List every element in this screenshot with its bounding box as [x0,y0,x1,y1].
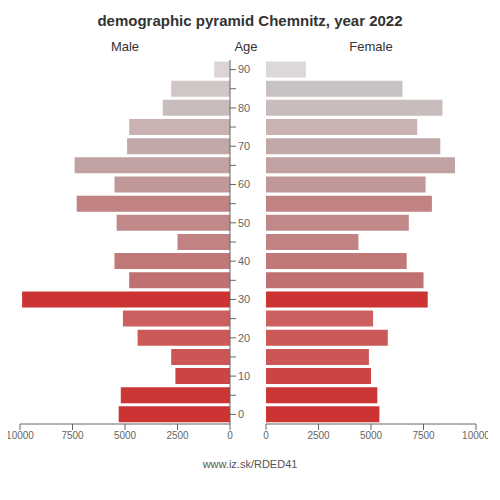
svg-text:10: 10 [238,370,250,382]
svg-text:90: 90 [238,63,250,75]
svg-text:10000: 10000 [8,430,34,441]
svg-text:7500: 7500 [412,430,435,441]
html-text:Male: Male [110,39,140,54]
svg-text:0: 0 [238,408,244,420]
svg-text:70: 70 [238,140,250,152]
svg-text:7500: 7500 [61,430,84,441]
svg-text:10000: 10000 [462,430,488,441]
html-text:Age: Age [234,39,258,54]
svg-text:20: 20 [238,332,250,344]
svg-text:5000: 5000 [360,430,383,441]
svg-text:2500: 2500 [307,430,330,441]
svg-text:30: 30 [238,293,250,305]
svg-text:5000: 5000 [114,430,137,441]
svg-text:80: 80 [238,102,250,114]
svg-text:0: 0 [263,430,269,441]
svg-text:60: 60 [238,178,250,190]
html-text:Female: Female [349,39,393,54]
svg-text:40: 40 [238,255,250,267]
html-text:www.iz.sk/RDED41: www.iz.sk/RDED41 [202,458,298,470]
svg-text:2500: 2500 [166,430,189,441]
svg-text:0: 0 [227,430,233,441]
svg-text:50: 50 [238,217,250,229]
html-text:demographic pyramid Chemnitz,: demographic pyramid Chemnitz, year 2022 [97,12,403,29]
